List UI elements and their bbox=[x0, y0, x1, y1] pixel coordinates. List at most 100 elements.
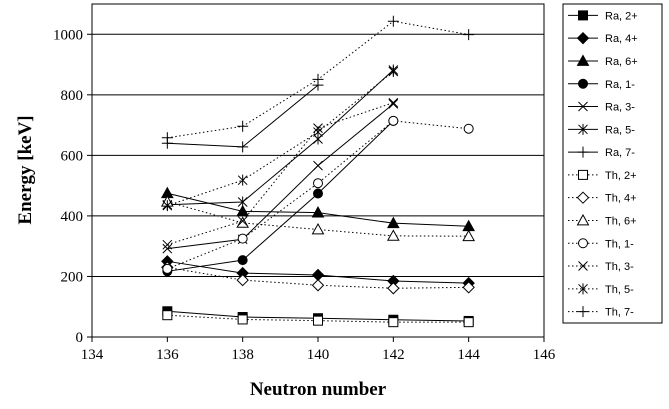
y-tick-label: 600 bbox=[61, 148, 84, 164]
legend-marker bbox=[577, 146, 589, 158]
legend-marker bbox=[578, 261, 588, 271]
data-point bbox=[463, 29, 475, 41]
data-point bbox=[237, 255, 248, 266]
data-point bbox=[313, 188, 323, 199]
legend-item: Th, 3- bbox=[568, 261, 634, 273]
gridlines bbox=[92, 33, 544, 277]
data-point bbox=[236, 273, 249, 287]
data-point bbox=[388, 97, 399, 108]
legend-label: Th, 2+ bbox=[605, 170, 637, 182]
y-tick-label: 0 bbox=[76, 330, 84, 346]
legend-item: Ra, 3- bbox=[568, 102, 635, 114]
data-point bbox=[462, 229, 476, 242]
x-tick-label: 142 bbox=[382, 347, 405, 363]
data-point bbox=[312, 73, 324, 85]
legend-label: Ra, 3- bbox=[605, 102, 635, 114]
data-point bbox=[237, 141, 249, 153]
series-11 bbox=[162, 115, 474, 274]
legend-marker bbox=[576, 54, 590, 66]
legend-label: Ra, 4+ bbox=[605, 33, 638, 45]
series-14 bbox=[161, 15, 475, 144]
legend-item: Ra, 1- bbox=[568, 78, 635, 91]
data-point bbox=[237, 314, 248, 325]
legend-label: Ra, 1- bbox=[605, 79, 635, 91]
data-point bbox=[388, 66, 399, 78]
legend: Ra, 2+ Ra, 4+ Ra, 6+ Ra, 1- Ra, 3- Ra, 5- Ra, … bbox=[562, 3, 663, 324]
data-point bbox=[387, 15, 399, 27]
legend-item: Th, 1- bbox=[568, 238, 634, 250]
series-line bbox=[167, 69, 394, 206]
data-point bbox=[162, 263, 173, 274]
data-point bbox=[388, 99, 399, 109]
series-4 bbox=[162, 115, 399, 277]
data-point bbox=[161, 132, 173, 144]
x-tick-label: 138 bbox=[231, 347, 254, 363]
x-tick-label: 144 bbox=[457, 347, 480, 363]
series-7 bbox=[161, 79, 324, 153]
legend-label: Ra, 2+ bbox=[605, 10, 638, 22]
data-point bbox=[162, 239, 173, 250]
legend-marker bbox=[578, 10, 588, 21]
data-point bbox=[311, 279, 325, 292]
data-point bbox=[236, 216, 250, 228]
data-point bbox=[237, 120, 249, 132]
legend-item: Th, 5- bbox=[568, 283, 634, 296]
legend-item: Th, 4+ bbox=[568, 191, 637, 205]
y-tick-label: 400 bbox=[61, 209, 84, 225]
legend-item: Th, 6+ bbox=[568, 213, 637, 227]
series-line bbox=[167, 266, 469, 289]
series-line bbox=[167, 201, 469, 237]
series-2 bbox=[161, 255, 475, 290]
legend-marker bbox=[577, 306, 589, 318]
data-point bbox=[462, 281, 475, 294]
data-point bbox=[237, 196, 248, 208]
legend-label: Th, 5- bbox=[605, 284, 634, 296]
legend-label: Th, 4+ bbox=[605, 193, 637, 205]
legend-marker bbox=[576, 31, 590, 45]
series-line bbox=[167, 120, 394, 272]
series-6 bbox=[162, 64, 399, 211]
legend-marker bbox=[578, 78, 588, 89]
data-point bbox=[386, 216, 400, 229]
legend-label: Ra, 6+ bbox=[605, 56, 638, 68]
data-point bbox=[463, 123, 474, 134]
legend-label: Th, 1- bbox=[605, 238, 634, 250]
data-point bbox=[463, 317, 474, 328]
series-line bbox=[167, 103, 394, 250]
x-tick-label: 140 bbox=[307, 347, 330, 363]
series-13 bbox=[162, 66, 399, 212]
y-tick-label: 1000 bbox=[53, 27, 83, 43]
legend-label: Th, 7- bbox=[605, 307, 634, 319]
legend-label: Ra, 5- bbox=[605, 124, 635, 136]
legend-marker bbox=[576, 191, 590, 204]
data-point bbox=[162, 243, 173, 254]
data-point bbox=[237, 216, 248, 226]
y-tick-label: 200 bbox=[61, 269, 84, 285]
data-point bbox=[387, 282, 400, 295]
x-tick-label: 136 bbox=[156, 347, 179, 363]
data-point bbox=[237, 233, 248, 244]
x-tick-label: 146 bbox=[533, 347, 556, 363]
data-point bbox=[313, 126, 323, 138]
y-tick-label: 800 bbox=[61, 88, 84, 104]
legend-label: Ra, 7- bbox=[605, 147, 635, 159]
data-point bbox=[313, 160, 323, 171]
data-point bbox=[236, 204, 250, 217]
data-point bbox=[237, 174, 248, 186]
series-line bbox=[167, 71, 394, 207]
data-point bbox=[386, 229, 400, 241]
series-8 bbox=[162, 310, 474, 328]
data-point bbox=[388, 317, 399, 328]
x-tick-label: 134 bbox=[81, 347, 104, 363]
series-3 bbox=[160, 186, 476, 232]
legend-marker bbox=[578, 283, 588, 295]
legend-marker bbox=[578, 101, 588, 112]
data-point bbox=[313, 315, 323, 326]
legend-marker bbox=[578, 123, 588, 135]
series-layer bbox=[160, 15, 476, 328]
data-point bbox=[162, 200, 173, 212]
legend-item: Ra, 2+ bbox=[568, 10, 638, 22]
legend-label: Th, 6+ bbox=[605, 215, 637, 227]
legend-item: Ra, 7- bbox=[568, 146, 635, 159]
data-point bbox=[311, 268, 325, 282]
